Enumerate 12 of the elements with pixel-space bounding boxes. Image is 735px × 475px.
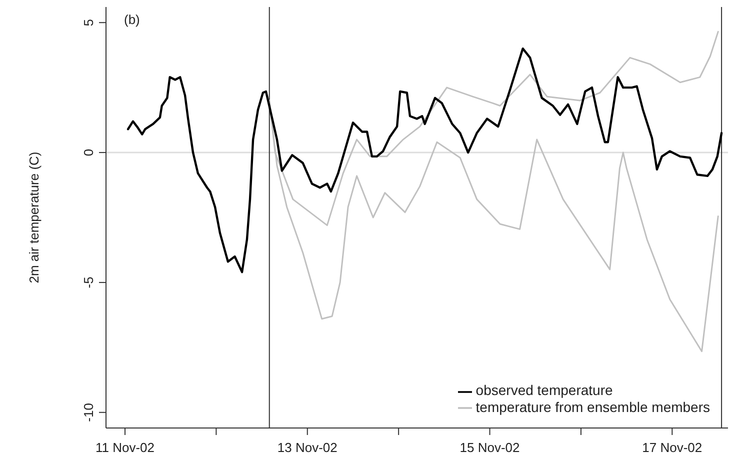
x-tick-label: 15 Nov-02 bbox=[460, 440, 520, 456]
y-axis-title: 2m air temperature (C) bbox=[26, 152, 42, 284]
legend-label: temperature from ensemble members bbox=[476, 398, 710, 415]
x-tick-label: 11 Nov-02 bbox=[95, 440, 155, 456]
x-tick-label: 17 Nov-02 bbox=[642, 440, 702, 456]
y-tick-label: -5 bbox=[81, 276, 96, 288]
annotation: (b) bbox=[124, 12, 140, 27]
y-tick-label: 0 bbox=[81, 148, 96, 156]
x-tick-label: 13 Nov-02 bbox=[277, 440, 338, 456]
y-tick-label: -10 bbox=[81, 403, 96, 422]
legend-label: observed temperature bbox=[476, 382, 613, 398]
y-tick-label: 5 bbox=[81, 18, 96, 26]
